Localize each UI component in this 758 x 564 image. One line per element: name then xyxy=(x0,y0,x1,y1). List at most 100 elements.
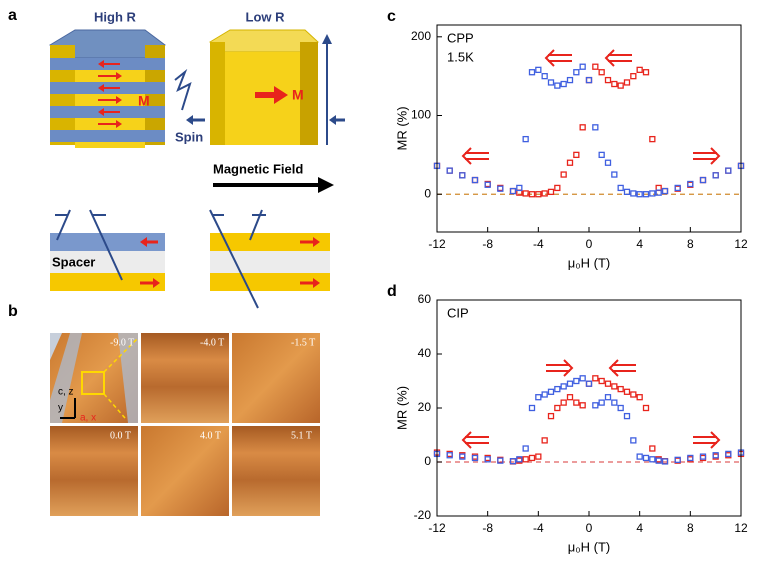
data-point xyxy=(611,171,618,178)
x-tick-label: -4 xyxy=(533,521,544,535)
decoration xyxy=(329,115,336,125)
decoration xyxy=(103,337,139,373)
data-point xyxy=(509,187,517,195)
data-point xyxy=(560,171,567,178)
x-tick-label: 4 xyxy=(636,237,643,251)
spacer-label: Spacer xyxy=(52,254,95,269)
image-label: -9.0 T xyxy=(110,337,134,348)
data-point xyxy=(484,456,491,463)
data-point xyxy=(712,172,719,179)
data-point xyxy=(522,190,529,197)
data-point xyxy=(617,385,624,393)
decoration xyxy=(186,115,193,125)
data-point xyxy=(655,189,662,196)
x-axis-label: μ₀H (T) xyxy=(568,539,611,554)
data-point xyxy=(547,79,555,86)
data-point xyxy=(636,66,643,74)
decoration xyxy=(50,333,82,423)
data-point xyxy=(604,76,612,84)
data-point xyxy=(611,399,618,406)
data-point xyxy=(592,375,599,382)
data-point xyxy=(554,82,561,89)
data-point xyxy=(459,453,466,460)
data-point xyxy=(579,124,586,131)
data-point xyxy=(497,185,504,192)
data-point xyxy=(579,402,586,409)
panel-a: a High R Low R M Spin M Magnetic Field xyxy=(8,7,345,309)
data-point xyxy=(642,454,650,462)
data-point xyxy=(554,385,561,393)
data-point xyxy=(522,445,529,452)
data-point xyxy=(712,172,719,179)
decoration xyxy=(210,251,330,273)
data-point xyxy=(573,151,580,159)
data-point xyxy=(446,167,453,174)
data-point xyxy=(649,135,656,143)
decoration xyxy=(81,371,105,395)
decoration xyxy=(609,359,637,377)
image-label: -4.0 T xyxy=(200,337,224,348)
x-tick-label: -8 xyxy=(482,521,493,535)
data-point xyxy=(560,80,567,88)
data-point xyxy=(541,391,548,398)
panel-b: b c, z y a, x -9.0 T -4.0 T -1.5 T 0.0 T… xyxy=(8,303,320,516)
data-point xyxy=(592,63,599,70)
decoration xyxy=(210,273,330,291)
spin-label: Spin xyxy=(175,129,203,144)
decoration xyxy=(322,34,332,44)
y-tick-label: 0 xyxy=(424,186,431,200)
x-tick-label: 12 xyxy=(734,521,748,535)
data-point xyxy=(661,187,669,195)
data-point xyxy=(699,176,707,184)
decoration xyxy=(545,49,573,67)
data-point xyxy=(528,454,536,462)
data-point xyxy=(630,437,637,444)
x-tick-label: 0 xyxy=(586,521,593,535)
data-point xyxy=(528,69,536,76)
x-axis-label: μ₀H (T) xyxy=(568,255,611,270)
data-point xyxy=(630,73,637,80)
data-point xyxy=(579,63,586,70)
data-point xyxy=(554,184,561,192)
y-tick-label: 200 xyxy=(411,29,431,43)
decoration xyxy=(692,147,720,165)
panel-label: d xyxy=(387,283,397,300)
data-point xyxy=(573,69,580,76)
decoration xyxy=(50,426,138,516)
data-point xyxy=(636,394,643,401)
label: High R xyxy=(94,9,136,24)
annotation: CIP xyxy=(447,305,469,320)
data-point xyxy=(642,191,650,198)
decoration xyxy=(153,278,160,288)
data-point xyxy=(535,66,542,74)
x-tick-label: 8 xyxy=(687,521,694,535)
decoration xyxy=(232,426,320,516)
data-point xyxy=(636,191,643,198)
data-point xyxy=(611,383,618,390)
decoration xyxy=(274,86,288,104)
decoration xyxy=(118,333,138,423)
image-label: 0.0 T xyxy=(110,430,131,441)
decoration xyxy=(116,120,122,128)
m-label: M xyxy=(292,87,304,103)
y-tick-label: 0 xyxy=(424,454,431,468)
x-tick-label: -12 xyxy=(428,521,446,535)
data-point xyxy=(566,380,574,387)
data-point xyxy=(541,190,548,197)
data-point xyxy=(585,76,593,84)
decoration xyxy=(98,60,104,68)
y-tick-label: 40 xyxy=(418,346,432,360)
axis-label: c, z xyxy=(58,387,74,398)
data-point xyxy=(585,380,593,387)
data-point xyxy=(598,399,605,406)
decoration xyxy=(692,431,720,449)
axis-label: y xyxy=(58,403,63,414)
data-point xyxy=(649,456,656,463)
data-point xyxy=(573,399,580,406)
data-point xyxy=(516,184,523,192)
data-point xyxy=(661,187,669,195)
image-label: 4.0 T xyxy=(200,430,221,441)
data-point xyxy=(459,172,466,179)
data-point xyxy=(699,453,707,460)
